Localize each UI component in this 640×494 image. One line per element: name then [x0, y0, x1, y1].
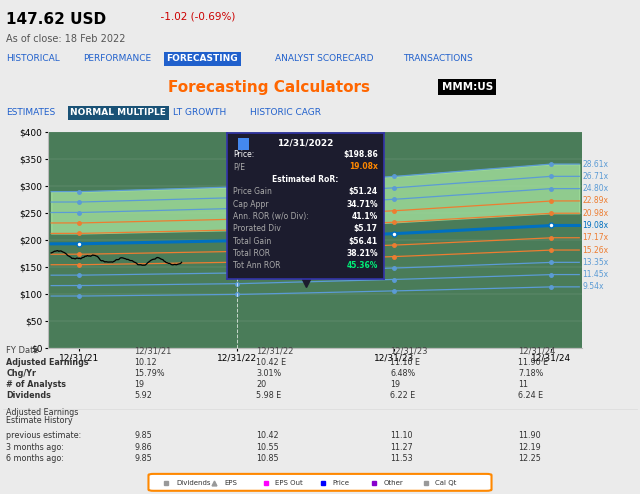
Text: 15.26x: 15.26x — [582, 246, 609, 254]
Text: 19.08x: 19.08x — [349, 163, 378, 171]
Text: Chg/Yr: Chg/Yr — [6, 369, 36, 378]
Text: 12/31/22: 12/31/22 — [256, 346, 293, 355]
Text: Dividends: Dividends — [176, 480, 211, 487]
Text: Adjusted Earnings: Adjusted Earnings — [6, 358, 89, 367]
Text: Estimated RoR:: Estimated RoR: — [273, 175, 339, 184]
Text: previous estimate:: previous estimate: — [6, 431, 82, 440]
Text: $198.86: $198.86 — [343, 150, 378, 159]
Text: 19.08x: 19.08x — [582, 221, 609, 230]
Text: 17.17x: 17.17x — [582, 233, 609, 242]
Text: 41.1%: 41.1% — [351, 212, 378, 221]
Text: 6.22 E: 6.22 E — [390, 391, 415, 400]
Text: 12/31/23: 12/31/23 — [390, 346, 428, 355]
Text: PERFORMANCE: PERFORMANCE — [83, 54, 151, 63]
Text: Cal Qt: Cal Qt — [435, 480, 456, 487]
Text: 12/31/24: 12/31/24 — [518, 346, 556, 355]
Text: 11.90: 11.90 — [518, 431, 541, 440]
Text: 34.71%: 34.71% — [346, 200, 378, 208]
Text: 15.79%: 15.79% — [134, 369, 165, 378]
Text: 12/31/2022: 12/31/2022 — [277, 138, 334, 147]
Text: 26.71x: 26.71x — [582, 172, 609, 181]
Text: 6 months ago:: 6 months ago: — [6, 454, 65, 463]
Text: FORECASTING: FORECASTING — [166, 54, 238, 63]
Text: 147.62 USD: 147.62 USD — [6, 12, 106, 27]
Text: 12.25: 12.25 — [518, 454, 541, 463]
Text: Tot Ann ROR: Tot Ann ROR — [234, 261, 281, 271]
Text: 12.19: 12.19 — [518, 443, 541, 452]
Text: 9.85: 9.85 — [134, 454, 152, 463]
Text: Total Gain: Total Gain — [234, 237, 272, 246]
Text: 20.98x: 20.98x — [582, 209, 609, 218]
Text: 3.01%: 3.01% — [256, 369, 281, 378]
Text: EPS Out: EPS Out — [275, 480, 303, 487]
Text: As of close: 18 Feb 2022: As of close: 18 Feb 2022 — [6, 34, 126, 43]
Text: 6.24 E: 6.24 E — [518, 391, 543, 400]
Text: 11.10: 11.10 — [390, 431, 413, 440]
Text: $56.41: $56.41 — [349, 237, 378, 246]
Text: 11.10 E: 11.10 E — [390, 358, 420, 367]
Text: 5.92: 5.92 — [134, 391, 152, 400]
Text: 45.36%: 45.36% — [346, 261, 378, 271]
Text: Adjusted Earnings: Adjusted Earnings — [6, 408, 79, 416]
Text: LT GROWTH: LT GROWTH — [173, 108, 226, 118]
Text: Price Gain: Price Gain — [234, 187, 273, 196]
Text: 19: 19 — [134, 380, 145, 389]
Text: 9.85: 9.85 — [134, 431, 152, 440]
Text: 11.27: 11.27 — [390, 443, 413, 452]
Text: 9.86: 9.86 — [134, 443, 152, 452]
Text: Total ROR: Total ROR — [234, 249, 271, 258]
Text: 11: 11 — [518, 380, 529, 389]
Text: 10.85: 10.85 — [256, 454, 278, 463]
Text: 6.48%: 6.48% — [390, 369, 415, 378]
Text: 11.45x: 11.45x — [582, 270, 609, 279]
Text: Forecasting Calculators: Forecasting Calculators — [168, 80, 370, 95]
Text: 13.35x: 13.35x — [582, 258, 609, 267]
Text: Price:: Price: — [234, 150, 255, 159]
Bar — [238, 138, 249, 150]
Text: HISTORICAL: HISTORICAL — [6, 54, 60, 63]
Text: 10.55: 10.55 — [256, 443, 279, 452]
Text: 12/31/21: 12/31/21 — [134, 346, 172, 355]
Text: 11.53: 11.53 — [390, 454, 413, 463]
Text: 11.90 E: 11.90 E — [518, 358, 548, 367]
Text: $51.24: $51.24 — [349, 187, 378, 196]
Text: 20: 20 — [256, 380, 266, 389]
Text: Prorated Div: Prorated Div — [234, 224, 282, 233]
Text: 19: 19 — [390, 380, 401, 389]
Text: TRANSACTIONS: TRANSACTIONS — [403, 54, 473, 63]
Text: FY Date: FY Date — [6, 346, 39, 355]
Text: 38.21%: 38.21% — [346, 249, 378, 258]
Text: 10.42 E: 10.42 E — [256, 358, 286, 367]
Text: 28.61x: 28.61x — [582, 160, 609, 168]
FancyBboxPatch shape — [148, 474, 492, 491]
Text: 24.80x: 24.80x — [582, 184, 609, 193]
Text: 3 months ago:: 3 months ago: — [6, 443, 65, 452]
Text: Ann. ROR (w/o Div):: Ann. ROR (w/o Div): — [234, 212, 309, 221]
Text: Dividends: Dividends — [6, 391, 51, 400]
Text: 9.54x: 9.54x — [582, 283, 604, 291]
Text: 7.18%: 7.18% — [518, 369, 544, 378]
Text: # of Analysts: # of Analysts — [6, 380, 67, 389]
Text: ESTIMATES: ESTIMATES — [6, 108, 56, 118]
Text: 10.42: 10.42 — [256, 431, 278, 440]
Text: Cap Appr: Cap Appr — [234, 200, 269, 208]
Text: -1.02 (-0.69%): -1.02 (-0.69%) — [154, 12, 235, 22]
Text: 10.12: 10.12 — [134, 358, 157, 367]
Text: EPS: EPS — [224, 480, 237, 487]
Text: P/E: P/E — [234, 163, 246, 171]
Text: Price: Price — [333, 480, 350, 487]
Text: Estimate History: Estimate History — [6, 416, 73, 425]
Text: ANALYST SCORECARD: ANALYST SCORECARD — [275, 54, 374, 63]
Text: 22.89x: 22.89x — [582, 197, 609, 206]
Text: HISTORIC CAGR: HISTORIC CAGR — [250, 108, 321, 118]
Text: Other: Other — [384, 480, 404, 487]
Text: $5.17: $5.17 — [354, 224, 378, 233]
Text: MMM:US: MMM:US — [442, 82, 493, 92]
Text: NORMAL MULTIPLE: NORMAL MULTIPLE — [70, 108, 166, 118]
Text: 5.98 E: 5.98 E — [256, 391, 281, 400]
